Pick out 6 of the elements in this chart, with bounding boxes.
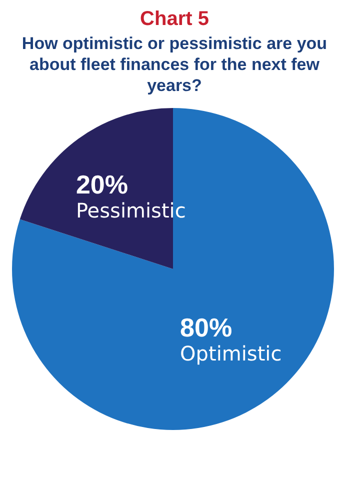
data-label: 20% <box>76 169 128 200</box>
slice-label: Pessimistic <box>76 198 186 222</box>
chart-title: Chart 5 <box>139 8 210 31</box>
chart-subtitle: How optimistic or pessimistic are you about fleet finances for the next few years? <box>20 33 328 96</box>
data-label: 80% <box>180 312 232 343</box>
slice-label: Optimistic <box>180 342 282 366</box>
